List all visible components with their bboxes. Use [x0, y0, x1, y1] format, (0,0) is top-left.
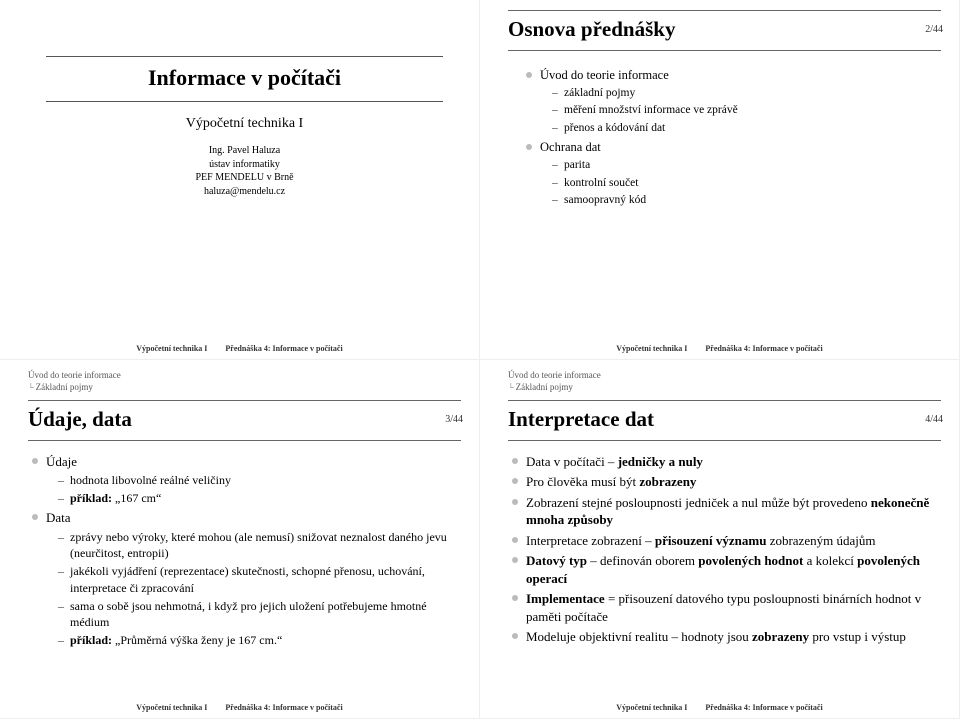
list-item: hodnota libovolné reálné veličiny: [58, 472, 461, 488]
author-dept: ústav informatiky: [28, 158, 461, 172]
heading-bar: Osnova přednášky: [480, 10, 959, 51]
outline-item: samoopravný kód: [552, 193, 941, 209]
breadcrumb-level1: Úvod do teorie informace: [28, 370, 461, 380]
content-list: Data v počítači – jedničky a nuly Pro čl…: [512, 453, 941, 646]
author-email: haluza@mendelu.cz: [28, 185, 461, 199]
author-name: Ing. Pavel Haluza: [28, 144, 461, 158]
list-item: Modeluje objektivní realitu – hodnoty js…: [512, 628, 941, 646]
outline-item: parita: [552, 158, 941, 174]
slide-footer: Výpočetní technika IPřednáška 4: Informa…: [480, 344, 959, 353]
breadcrumb-level1: Úvod do teorie informace: [508, 370, 941, 380]
slide-footer: Výpočetní technika IPřednáška 4: Informa…: [0, 344, 479, 353]
outline-item: základní pojmy: [552, 86, 941, 102]
list-item: Implementace = přisouzení datového typu …: [512, 590, 941, 625]
author-block: Ing. Pavel Haluza ústav informatiky PEF …: [28, 144, 461, 198]
author-uni: PEF MENDELU v Brně: [28, 171, 461, 185]
title-bar: Informace v počítači: [46, 56, 443, 102]
slide-heading: Osnova přednášky: [508, 11, 941, 50]
lecture-title: Informace v počítači: [46, 57, 443, 101]
list-item: jakékoli vyjádření (reprezentace) skuteč…: [58, 563, 461, 595]
list-item: příklad: „167 cm“: [58, 490, 461, 506]
list-item: Datový typ – definován oborem povolených…: [512, 552, 941, 587]
outline-item: měření množství informace ve zprávě: [552, 103, 941, 119]
list-item: Pro člověka musí být zobrazeny: [512, 473, 941, 491]
slide-heading: Interpretace dat: [508, 401, 941, 440]
outline-section: Ochrana dat parita kontrolní součet samo…: [526, 139, 941, 208]
course-subtitle: Výpočetní technika I: [28, 116, 461, 132]
breadcrumb-level2: Základní pojmy: [28, 382, 461, 392]
list-item: Interpretace zobrazení – přisouzení význ…: [512, 532, 941, 550]
list-item: Zobrazení stejné posloupnosti jedniček a…: [512, 494, 941, 529]
list-item: zprávy nebo výroky, které mohou (ale nem…: [58, 529, 461, 561]
slide-udaje-data: Úvod do teorie informace Základní pojmy …: [0, 360, 480, 719]
heading-bar: Interpretace dat: [480, 400, 959, 441]
content-list: Údaje hodnota libovolné reálné veličiny …: [32, 453, 461, 649]
list-item: Data v počítači – jedničky a nuly: [512, 453, 941, 471]
outline-list: Úvod do teorie informace základní pojmy …: [526, 67, 941, 209]
list-item: sama o sobě jsou nehmotná, i když pro je…: [58, 598, 461, 630]
outline-section: Úvod do teorie informace základní pojmy …: [526, 67, 941, 136]
breadcrumb-level2: Základní pojmy: [508, 382, 941, 392]
list-item: Data zprávy nebo výroky, které mohou (al…: [32, 509, 461, 648]
heading-bar: Údaje, data: [0, 400, 479, 441]
outline-item: přenos a kódování dat: [552, 121, 941, 137]
slide-footer: Výpočetní technika IPřednáška 4: Informa…: [0, 703, 479, 712]
outline-item: kontrolní součet: [552, 176, 941, 192]
slide-title: Informace v počítači Výpočetní technika …: [0, 0, 480, 360]
slide-heading: Údaje, data: [28, 401, 461, 440]
slide-outline: 2/44 Osnova přednášky Úvod do teorie inf…: [480, 0, 960, 360]
slide-interpretace: Úvod do teorie informace Základní pojmy …: [480, 360, 960, 719]
slide-footer: Výpočetní technika IPřednáška 4: Informa…: [480, 703, 959, 712]
list-item: Údaje hodnota libovolné reálné veličiny …: [32, 453, 461, 507]
list-item: příklad: „Průměrná výška ženy je 167 cm.…: [58, 632, 461, 648]
